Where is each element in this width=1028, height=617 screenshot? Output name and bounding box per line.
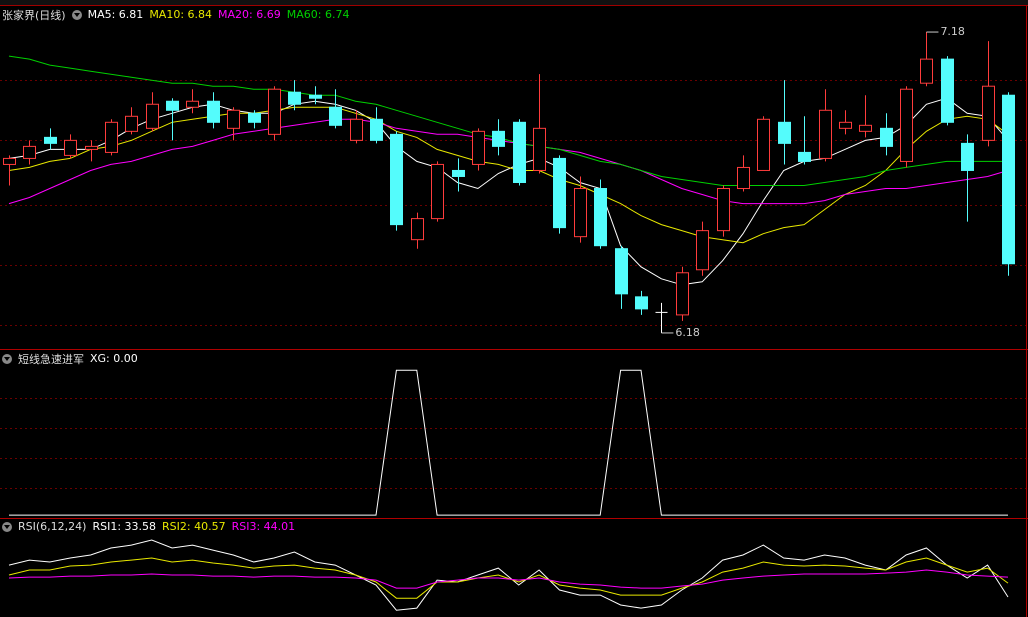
series-line [8,118,1009,205]
candle-body [472,130,485,165]
panel-header: RSI(6,12,24) RSI1: 33.58 RSI2: 40.57 RSI3: … [2,519,295,534]
legend-entry: XG: 0.00 [90,352,138,365]
candle-body [1002,94,1015,265]
price-grid [0,80,1026,489]
candle-body [268,88,281,135]
series-line [9,369,1008,516]
panel-title: 张家界(日线) [2,8,66,22]
candle-body [533,127,546,171]
candle-body [350,118,363,141]
candle-body [900,88,913,162]
candle-body [85,145,98,150]
candle-body [920,58,933,84]
candle-body [44,136,57,144]
candle-body [757,118,770,171]
candle-body [248,112,261,123]
series-line [8,569,1009,589]
panel-menu-icon [71,9,82,20]
candle-body [492,130,505,147]
candle-body [329,106,342,126]
legend-entry: RSI1: 33.58 [92,520,157,533]
candle-body [125,115,138,132]
candle-body [3,157,16,165]
candle-body [370,118,383,141]
candle-body [411,218,424,241]
candle-body [696,230,709,271]
candle-body [941,58,954,123]
candle-body [778,121,791,144]
candle-body [676,272,689,316]
candle-body [717,188,730,232]
legend-entry: MA10: 6.84 [149,8,213,21]
candle-body [146,103,159,129]
candle-body [227,109,240,129]
panel-header: 短线急速进军 XG: 0.00 [2,351,138,366]
candle-body [23,145,36,159]
series-line [8,106,1009,244]
candle-body [615,248,628,295]
candle-body [574,188,587,238]
candle-body [594,188,607,247]
candle-body [513,121,526,183]
panel-menu-icon [2,521,12,532]
series-line [8,557,1009,599]
candle-body [452,169,465,177]
candle-body [186,100,199,108]
candle-body [859,124,872,132]
candle-body [982,85,995,141]
candle-body [553,157,566,229]
toolbar-strip [0,0,1028,5]
candle-body [64,139,77,156]
candle-body [207,100,220,123]
candle-body [166,100,179,111]
panel-title: RSI(6,12,24) [18,520,87,533]
annotation-label: 7.18 [940,25,965,38]
candle-body [390,133,403,226]
annotation-label: 6.18 [675,326,700,339]
candle-body [839,121,852,129]
legend-entry: MA5: 6.81 [87,8,144,21]
candle-body [288,91,301,105]
legend-entry: RSI3: 44.01 [231,520,296,533]
series-line [8,539,1009,611]
candle-body [431,163,444,220]
candle-body [880,127,893,147]
candle-body [737,166,750,190]
candle-body [655,311,668,313]
legend-entry: MA60: 6.74 [286,8,350,21]
candle-body [309,94,322,99]
series-line [8,97,1009,286]
candle-body [819,109,832,159]
candle-body [961,142,974,171]
panel-menu-icon [2,353,12,364]
panel-header: 张家界(日线) MA5: 6.81 MA10: 6.84 MA20: 6.69 MA60… [2,7,349,22]
candle-body [635,296,648,310]
candle-body [798,151,811,162]
candle-body [105,121,118,153]
panel-title: 短线急速进军 [18,352,84,366]
legend-entry: RSI2: 40.57 [162,520,226,533]
series-line [8,55,1008,186]
legend-entry: MA20: 6.69 [218,8,281,21]
